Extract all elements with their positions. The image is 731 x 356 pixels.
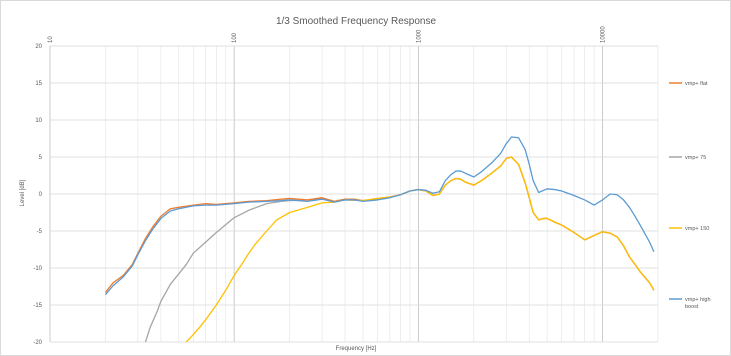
x-tick-label: 1000 xyxy=(416,29,422,43)
legend-label: vmp+ 150 xyxy=(685,226,709,232)
series-line-vmp-150 xyxy=(185,156,655,342)
y-tick-label: 15 xyxy=(35,81,42,87)
y-tick-label: 0 xyxy=(39,192,43,198)
legend-label: vmp+ 75 xyxy=(685,155,706,161)
y-tick-label: 20 xyxy=(35,44,42,50)
y-tick-label: 10 xyxy=(35,118,42,124)
legend: vmp+ flat vmp+ 75 vmp+ 150 vmp+ high boost xyxy=(669,81,711,310)
series-line-vmp-high-boost xyxy=(104,136,655,296)
x-tick-label: 100 xyxy=(232,32,238,43)
x-tick-label: 10000 xyxy=(601,26,607,43)
axis-ticks: 10 100 1000 10000 20 15 10 5 0 -5 -10 -15 -20 xyxy=(33,26,606,346)
x-tick-label: 10 xyxy=(48,36,54,43)
series-lines xyxy=(104,136,655,342)
legend-label: vmp+ flat xyxy=(685,81,708,87)
x-axis-label: Frequency [Hz] xyxy=(336,346,377,352)
chart-title: 1/3 Smoothed Frequency Response xyxy=(276,16,437,27)
grid-lines xyxy=(49,45,659,343)
legend-label: vmp+ high boost xyxy=(685,297,711,310)
y-tick-label: -15 xyxy=(33,303,42,309)
y-axis-label: Level [dB] xyxy=(20,179,26,206)
y-tick-label: -20 xyxy=(33,340,42,346)
y-tick-label: -10 xyxy=(33,266,42,272)
y-tick-label: -5 xyxy=(37,229,43,235)
y-tick-label: 5 xyxy=(39,155,43,161)
